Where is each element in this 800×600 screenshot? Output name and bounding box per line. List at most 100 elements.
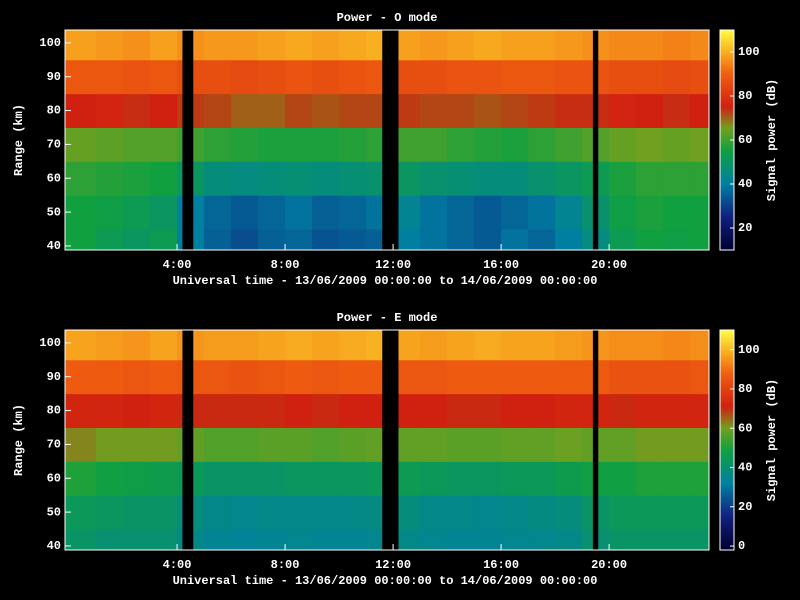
colorbar-step [720, 448, 734, 451]
heatmap-cell [690, 161, 710, 196]
colorbar-step [720, 152, 734, 155]
colorbar-step [720, 44, 734, 47]
colorbar-step [720, 148, 734, 151]
chart-title: Power - E mode [337, 311, 438, 325]
colorbar-step [720, 440, 734, 443]
heatmap-cell [65, 30, 97, 61]
colorbar-step [720, 206, 734, 209]
heatmap-cell [501, 229, 529, 251]
y-axis-label: Range (km) [12, 104, 26, 176]
colorbar-tick-label: 60 [738, 421, 752, 435]
colorbar-label: Signal power (dB) [765, 79, 779, 201]
colorbar-step [720, 216, 734, 219]
colorbar-step [720, 406, 734, 409]
heatmap-cell [609, 359, 637, 395]
heatmap-cell [663, 461, 691, 496]
colorbar-step [720, 162, 734, 165]
heatmap-cell [285, 59, 313, 95]
colorbar-step [720, 54, 734, 57]
colorbar-step [720, 530, 734, 533]
heatmap-cell [123, 330, 151, 361]
heatmap-cell [204, 195, 232, 230]
heatmap-cell [150, 461, 178, 496]
heatmap-cell [501, 161, 529, 196]
heatmap-cell [528, 161, 556, 196]
heatmap-cell [204, 393, 232, 428]
colorbar-step [720, 492, 734, 495]
colorbar-step [720, 240, 734, 243]
heatmap-cell [258, 30, 286, 61]
x-tick-label: 20:00 [591, 558, 627, 572]
colorbar-step [720, 132, 734, 135]
heatmap-cell [420, 93, 448, 128]
heatmap-cell [609, 30, 637, 61]
colorbar-step [720, 432, 734, 435]
heatmap-cell [258, 161, 286, 196]
heatmap-cell [96, 393, 124, 428]
y-tick-label: 80 [47, 104, 61, 118]
heatmap-cell [690, 59, 710, 95]
colorbar-step [720, 178, 734, 181]
colorbar-tick-label: 80 [738, 382, 752, 396]
heatmap-cell [474, 330, 502, 361]
heatmap-cell [555, 59, 583, 95]
heatmap-cell [339, 330, 367, 361]
heatmap-cell [528, 427, 556, 462]
colorbar-step [720, 248, 734, 251]
colorbar-step [720, 204, 734, 207]
y-tick-label: 70 [47, 438, 61, 452]
colorbar-step [720, 370, 734, 373]
colorbar-tick-label: 20 [738, 500, 752, 514]
colorbar-step [720, 392, 734, 395]
heatmap-cell [339, 393, 367, 428]
colorbar-step [720, 50, 734, 53]
heatmap-cell [285, 127, 313, 162]
colorbar-step [720, 46, 734, 49]
heatmap-cell [312, 359, 340, 395]
colorbar-step [720, 158, 734, 161]
plot-frame [64, 29, 710, 251]
heatmap-cell [339, 461, 367, 496]
colorbar-step [720, 58, 734, 61]
heatmap-cell [96, 495, 124, 530]
heatmap-cell [258, 127, 286, 162]
colorbar-step [720, 472, 734, 475]
y-tick-label: 40 [47, 239, 61, 253]
heatmap-cell [150, 495, 178, 530]
colorbar-step [720, 416, 734, 419]
colorbar-step [720, 164, 734, 167]
heatmap-cell [501, 59, 529, 95]
colorbar-step [720, 84, 734, 87]
heatmap-cell [96, 427, 124, 462]
heatmap-cell [690, 195, 710, 230]
heatmap-cell [528, 529, 556, 551]
y-axis-label: Range (km) [12, 404, 26, 476]
heatmap-cell [123, 495, 151, 530]
heatmap-cell [474, 461, 502, 496]
colorbar-step [720, 122, 734, 125]
heatmap-cell [609, 229, 637, 251]
heatmap-cell [474, 93, 502, 128]
heatmap-cell [312, 330, 340, 361]
heatmap-cell [231, 93, 259, 128]
colorbar-step [720, 352, 734, 355]
heatmap-cell [420, 127, 448, 162]
heatmap-cell [474, 359, 502, 395]
heatmap-cell [474, 30, 502, 61]
heatmap-cell [609, 495, 637, 530]
colorbar-step [720, 48, 734, 51]
heatmap-cell [150, 393, 178, 428]
heatmap-cell [447, 330, 475, 361]
heatmap-cell [447, 59, 475, 95]
colorbar-step [720, 222, 734, 225]
colorbar-step [720, 520, 734, 523]
data-gap [592, 330, 599, 550]
colorbar-step [720, 528, 734, 531]
heatmap-cell [663, 529, 691, 551]
colorbar-step [720, 482, 734, 485]
heatmap-cell [204, 427, 232, 462]
colorbar-step [720, 488, 734, 491]
heatmap-cell [285, 393, 313, 428]
colorbar-step [720, 168, 734, 171]
data-gap [182, 30, 194, 250]
